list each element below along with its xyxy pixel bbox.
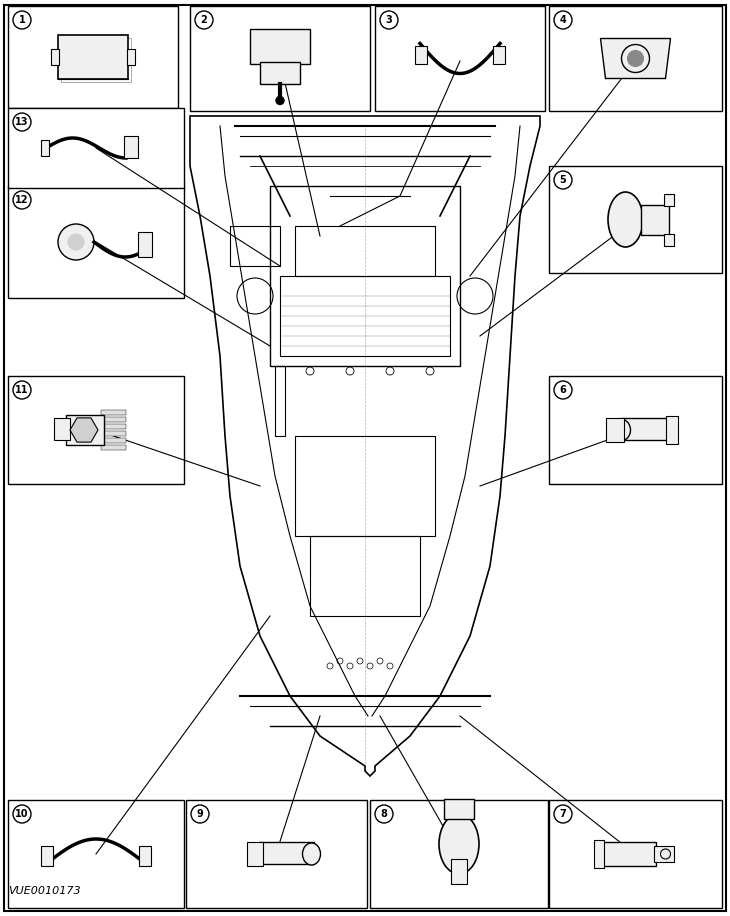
Circle shape — [13, 191, 31, 209]
Bar — [666, 416, 677, 444]
Polygon shape — [70, 418, 98, 442]
Text: 2: 2 — [201, 15, 207, 25]
Bar — [593, 840, 604, 868]
Bar — [101, 410, 126, 415]
Circle shape — [375, 805, 393, 823]
Bar — [664, 234, 674, 245]
Bar — [54, 418, 70, 440]
Bar — [653, 846, 674, 862]
Circle shape — [621, 45, 650, 72]
Text: 3: 3 — [385, 15, 393, 25]
Bar — [295, 436, 435, 536]
Bar — [190, 6, 370, 111]
Circle shape — [191, 805, 209, 823]
Bar — [549, 376, 722, 484]
Text: 6: 6 — [560, 385, 566, 395]
Text: 9: 9 — [196, 809, 204, 819]
Ellipse shape — [608, 192, 643, 247]
Circle shape — [661, 849, 670, 859]
Bar — [664, 193, 674, 205]
Bar — [258, 842, 313, 864]
Circle shape — [380, 11, 398, 29]
Circle shape — [628, 50, 644, 67]
Text: VUE0010173: VUE0010173 — [8, 886, 80, 896]
Bar — [41, 846, 53, 866]
Bar — [8, 186, 184, 298]
Bar — [247, 842, 263, 866]
Bar — [101, 424, 126, 429]
Circle shape — [554, 171, 572, 189]
Bar — [58, 35, 128, 79]
Bar — [260, 61, 300, 83]
Circle shape — [13, 113, 31, 131]
Text: 13: 13 — [15, 117, 28, 127]
Circle shape — [195, 11, 213, 29]
Bar — [51, 49, 59, 65]
Bar — [601, 842, 656, 866]
Bar — [640, 204, 669, 234]
Circle shape — [13, 381, 31, 399]
Polygon shape — [601, 38, 670, 79]
Bar — [230, 226, 280, 266]
Text: 7: 7 — [560, 809, 566, 819]
Bar — [250, 28, 310, 63]
Text: 12: 12 — [15, 195, 28, 205]
Bar — [8, 108, 184, 188]
Bar — [280, 276, 450, 356]
Circle shape — [554, 381, 572, 399]
Bar — [101, 445, 126, 450]
Bar — [270, 186, 460, 366]
Bar — [605, 418, 623, 442]
Bar — [127, 49, 135, 65]
Bar — [375, 6, 545, 111]
Bar — [101, 438, 126, 443]
Bar — [295, 226, 435, 276]
Text: 10: 10 — [15, 809, 28, 819]
Bar — [186, 800, 367, 908]
Bar — [61, 38, 131, 82]
Bar — [138, 232, 152, 257]
Bar — [8, 6, 178, 108]
Bar — [124, 136, 138, 158]
Text: 5: 5 — [560, 175, 566, 185]
Text: 8: 8 — [380, 809, 388, 819]
Circle shape — [68, 234, 84, 250]
Text: 4: 4 — [560, 15, 566, 25]
Bar — [41, 140, 49, 156]
Bar — [549, 6, 722, 111]
Bar — [66, 415, 104, 445]
Circle shape — [554, 805, 572, 823]
Ellipse shape — [610, 419, 631, 441]
Bar — [310, 536, 420, 616]
Bar — [451, 859, 467, 884]
Circle shape — [58, 224, 94, 260]
Bar — [8, 376, 184, 484]
Circle shape — [13, 11, 31, 29]
Text: 1: 1 — [19, 15, 26, 25]
Bar — [620, 418, 675, 440]
Bar — [444, 799, 474, 819]
Text: 11: 11 — [15, 385, 28, 395]
Bar — [8, 800, 184, 908]
Bar — [370, 800, 548, 908]
Circle shape — [276, 96, 284, 104]
Bar — [101, 417, 126, 422]
Bar — [139, 846, 151, 866]
Circle shape — [554, 11, 572, 29]
Bar — [549, 800, 722, 908]
Ellipse shape — [302, 843, 320, 865]
Bar — [101, 431, 126, 436]
Circle shape — [13, 805, 31, 823]
Ellipse shape — [439, 814, 479, 874]
Bar — [415, 46, 427, 63]
Bar — [493, 46, 505, 63]
Bar — [549, 166, 722, 273]
